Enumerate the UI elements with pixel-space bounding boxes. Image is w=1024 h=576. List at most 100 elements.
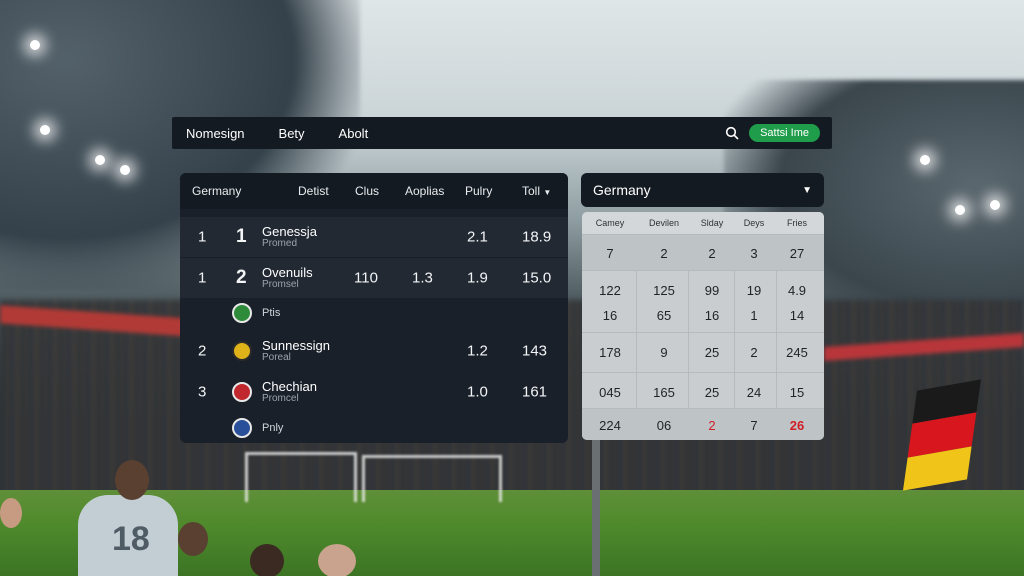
team-name: Sunnessign bbox=[262, 337, 330, 353]
team-cell: Sunnessign Poreal bbox=[262, 339, 330, 363]
rank: 2 bbox=[198, 342, 207, 360]
grid-cell: 045 bbox=[599, 385, 621, 400]
table-row[interactable]: 122 125 99 19 4.9 16 65 16 1 14 bbox=[582, 270, 824, 332]
cta-button[interactable]: Sattsi Ime bbox=[749, 124, 820, 142]
team-status: Poreal bbox=[262, 351, 291, 363]
grid-cell-highlight: 26 bbox=[789, 418, 805, 433]
grid-cell: 24 bbox=[746, 385, 762, 400]
column-header[interactable]: Camey bbox=[595, 218, 625, 228]
column-header[interactable]: Devilen bbox=[648, 218, 680, 228]
nav-link-3[interactable]: Abolt bbox=[338, 125, 369, 141]
team-name: Genessja bbox=[262, 223, 317, 239]
team-name: Ovenuils bbox=[262, 264, 313, 280]
grid-cell: 2 bbox=[708, 246, 716, 261]
chevron-down-icon: ▼ bbox=[543, 188, 552, 197]
grid-cell: 16 bbox=[602, 308, 618, 323]
table-row[interactable]: 3 Chechian Promcel 1.0 161 bbox=[180, 372, 568, 412]
table-row[interactable]: 045 165 25 24 15 bbox=[582, 372, 824, 408]
column-header-total[interactable]: Toll ▼ bbox=[522, 184, 552, 198]
rank: 1 bbox=[198, 269, 207, 287]
team-name: Ptis bbox=[262, 307, 281, 319]
grid-cell: 19 bbox=[746, 283, 762, 298]
grid-cell: 25 bbox=[704, 385, 720, 400]
column-header[interactable]: Slday bbox=[700, 218, 724, 228]
team-status: Promsel bbox=[262, 278, 299, 290]
nav-link-2[interactable]: Bety bbox=[278, 125, 305, 141]
chevron-down-icon: ▼ bbox=[802, 184, 812, 196]
column-header[interactable]: Fries bbox=[787, 218, 807, 228]
player-number: 18 bbox=[112, 520, 150, 558]
grid-cell: 4.9 bbox=[787, 283, 807, 298]
grid-cell: 2 bbox=[660, 246, 668, 261]
table-row[interactable]: 1 1 Genessja Promed 2.1 18.9 bbox=[180, 217, 568, 257]
rank: 3 bbox=[198, 383, 207, 401]
standings-header: Germany Detist Clus Aoplias Pulry Toll ▼ bbox=[180, 173, 568, 209]
team-crest-icon bbox=[232, 303, 252, 323]
stat-value: 110 bbox=[354, 269, 378, 287]
stat-value: 1.2 bbox=[467, 342, 488, 360]
grid-cell: 16 bbox=[704, 308, 720, 323]
standings-table: Germany Detist Clus Aoplias Pulry Toll ▼… bbox=[180, 173, 568, 443]
grid-cell: 06 bbox=[656, 418, 672, 433]
table-row[interactable]: Pnly bbox=[180, 413, 568, 443]
table-row[interactable]: 224 06 2 7 26 bbox=[582, 408, 824, 440]
grid-cell: 224 bbox=[599, 418, 621, 433]
stat-value: 2.1 bbox=[467, 228, 488, 246]
grid-cell: 245 bbox=[786, 345, 808, 360]
team-crest-icon bbox=[232, 418, 252, 438]
team-name: Pnly bbox=[262, 422, 284, 434]
stat-value: 1.0 bbox=[467, 383, 488, 401]
column-header[interactable]: Deys bbox=[743, 218, 765, 228]
team-crest-icon bbox=[232, 382, 252, 402]
grid-cell: 3 bbox=[750, 246, 758, 261]
table-row[interactable]: 7 2 2 3 27 bbox=[582, 234, 824, 270]
column-header[interactable]: Clus bbox=[355, 184, 380, 198]
grid-cell-highlight: 2 bbox=[708, 418, 716, 433]
stat-value: 143 bbox=[522, 342, 548, 360]
grid-cell: 25 bbox=[704, 345, 720, 360]
grid-cell: 65 bbox=[656, 308, 672, 323]
column-header[interactable]: Pulry bbox=[465, 184, 493, 198]
grid-cell: 2 bbox=[750, 345, 758, 360]
column-header-country[interactable]: Germany bbox=[192, 184, 242, 198]
stats-grid: Camey Devilen Slday Deys Fries 7 2 2 3 2… bbox=[582, 212, 824, 440]
stat-value: 1.9 bbox=[467, 269, 488, 287]
search-icon[interactable] bbox=[725, 126, 739, 140]
table-row[interactable]: 1 2 Ovenuils Promsel 110 1.3 1.9 15.0 bbox=[180, 258, 568, 298]
position: 1 bbox=[236, 226, 247, 247]
nav-link-1[interactable]: Nomesign bbox=[186, 125, 245, 141]
table-row[interactable]: Ptis bbox=[180, 297, 568, 329]
position: 2 bbox=[236, 267, 247, 288]
stats-grid-header: Camey Devilen Slday Deys Fries bbox=[582, 212, 824, 234]
team-cell: Ovenuils Promsel bbox=[262, 266, 313, 290]
grid-cell: 165 bbox=[653, 385, 675, 400]
grid-cell: 125 bbox=[653, 283, 675, 298]
column-header[interactable]: Detist bbox=[298, 184, 329, 198]
column-header[interactable]: Aoplias bbox=[405, 184, 445, 198]
stat-value: 18.9 bbox=[522, 228, 552, 246]
grid-cell: 7 bbox=[750, 418, 758, 433]
grid-cell: 1 bbox=[750, 308, 758, 323]
grid-cell: 99 bbox=[704, 283, 720, 298]
grid-cell: 7 bbox=[606, 246, 614, 261]
team-status: Promed bbox=[262, 237, 298, 249]
player-figure bbox=[78, 495, 178, 576]
grid-cell: 9 bbox=[660, 345, 668, 360]
top-navigation-bar: Nomesign Bety Abolt Sattsi Ime bbox=[172, 117, 832, 149]
team-cell: Chechian Promcel bbox=[262, 380, 317, 404]
stat-value: 1.3 bbox=[412, 269, 433, 287]
team-crest-icon bbox=[232, 341, 252, 361]
grid-cell: 15 bbox=[789, 385, 805, 400]
country-dropdown[interactable]: Germany ▼ bbox=[581, 173, 824, 207]
grid-cell: 14 bbox=[789, 308, 805, 323]
team-status: Promcel bbox=[262, 392, 299, 404]
stat-value: 161 bbox=[522, 383, 548, 401]
table-row[interactable]: 2 Sunnessign Poreal 1.2 143 bbox=[180, 331, 568, 371]
grid-cell: 122 bbox=[599, 283, 621, 298]
grid-cell: 27 bbox=[789, 246, 805, 261]
grid-cell: 178 bbox=[599, 345, 621, 360]
stat-value: 15.0 bbox=[522, 269, 552, 287]
team-cell: Genessja Promed bbox=[262, 225, 317, 249]
table-row[interactable]: 178 9 25 2 245 bbox=[582, 332, 824, 372]
team-name: Chechian bbox=[262, 378, 317, 394]
